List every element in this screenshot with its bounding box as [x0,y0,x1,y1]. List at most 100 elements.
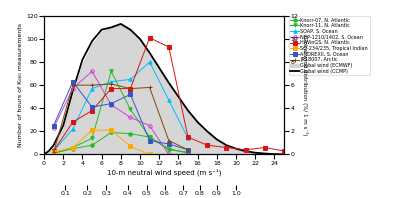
Line: HiWinGS, N. Atlantic: HiWinGS, N. Atlantic [52,36,286,153]
HiWinGS, N. Atlantic [147,37,152,39]
JR18007, Arctic [51,151,56,153]
Knorr-07, N. Atlantic [147,136,152,138]
NBP-1210/1402, S. Ocean [128,116,133,119]
JR18007, Arctic [186,149,190,151]
Knorr-11, N. Atlantic [147,136,152,138]
SO-234/235, Tropical Indian [128,145,133,148]
Legend: Knorr-07, N. Atlantic, Knorr-11, N. Atlantic, SOAP, S. Ocean, NBP-1210/1402, S. : Knorr-07, N. Atlantic, Knorr-11, N. Atla… [289,16,370,75]
ANDREXII, S. Ocean [186,149,190,151]
Knorr-07, N. Atlantic [70,148,75,150]
NBP-1210/1402, S. Ocean [90,70,94,72]
ANDREXII, S. Ocean [147,139,152,142]
Line: Global wind (CCMP): Global wind (CCMP) [44,24,284,154]
Knorr-11, N. Atlantic [90,137,94,139]
HiWinGS, N. Atlantic [166,46,171,48]
Line: Knorr-11, N. Atlantic: Knorr-11, N. Atlantic [52,69,190,155]
Global wind (CCMP) [138,38,142,40]
Knorr-11, N. Atlantic [109,70,114,72]
Global wind (CCMP) [243,150,248,152]
Knorr-07, N. Atlantic [128,132,133,135]
Global wind (CCMP) [272,153,277,155]
X-axis label: 10-m neutral wind speed (m s⁻¹): 10-m neutral wind speed (m s⁻¹) [107,168,221,176]
HiWinGS, N. Atlantic [128,87,133,90]
Line: SO-234/235, Tropical Indian: SO-234/235, Tropical Indian [52,129,151,156]
NBP-1210/1402, S. Ocean [147,124,152,127]
SOAP, S. Ocean [70,128,75,130]
Global wind (CCMP) [176,95,181,98]
SO-234/235, Tropical Indian [109,129,114,131]
ANDREXII, S. Ocean [128,93,133,96]
Line: ANDREXII, S. Ocean: ANDREXII, S. Ocean [52,80,190,151]
Global wind (CCMP) [80,59,85,61]
SOAP, S. Ocean [128,78,133,81]
HiWinGS, N. Atlantic [243,149,248,151]
Global wind (CCMP) [214,138,219,141]
ANDREXII, S. Ocean [166,143,171,145]
Global wind (CCMP) [282,153,286,155]
HiWinGS, N. Atlantic [70,121,75,123]
HiWinGS, N. Atlantic [186,136,190,138]
Global wind (CCMP) [253,151,258,154]
Knorr-07, N. Atlantic [186,152,190,154]
ANDREXII, S. Ocean [70,80,75,83]
Global wind (CCMP) [46,150,51,152]
Line: SOAP, S. Ocean: SOAP, S. Ocean [52,60,190,153]
Knorr-11, N. Atlantic [186,151,190,153]
Global wind (CCMP) [147,52,152,54]
ANDREXII, S. Ocean [51,124,56,127]
NBP-1210/1402, S. Ocean [166,153,171,156]
SOAP, S. Ocean [109,80,114,83]
SO-234/235, Tropical Indian [70,146,75,149]
JR18007, Arctic [166,139,171,142]
Global wind (CCMP) [234,148,238,150]
JR18007, Arctic [128,87,133,90]
Global wind (CCMP) [262,152,267,155]
Global wind (CCMP) [128,29,133,31]
HiWinGS, N. Atlantic [205,144,210,146]
ANDREXII, S. Ocean [109,102,114,105]
Knorr-11, N. Atlantic [128,108,133,110]
Line: JR18007, Arctic: JR18007, Arctic [52,82,190,154]
NBP-1210/1402, S. Ocean [51,127,56,129]
Knorr-07, N. Atlantic [109,131,114,134]
Y-axis label: Number of hours of K₆₆₀ measurements: Number of hours of K₆₆₀ measurements [18,23,23,147]
SOAP, S. Ocean [90,87,94,90]
Line: Knorr-07, N. Atlantic: Knorr-07, N. Atlantic [52,131,190,155]
Global wind (CCMP) [224,144,229,146]
JR18007, Arctic [90,84,94,86]
Global wind (CCMP) [157,67,162,69]
HiWinGS, N. Atlantic [109,87,114,90]
Knorr-07, N. Atlantic [90,144,94,146]
Global wind (CCMP) [42,153,46,156]
SO-234/235, Tropical Indian [90,129,94,131]
Global wind (CCMP) [70,90,75,92]
Knorr-11, N. Atlantic [166,149,171,151]
Line: NBP-1210/1402, S. Ocean: NBP-1210/1402, S. Ocean [52,69,190,156]
HiWinGS, N. Atlantic [224,146,229,149]
JR18007, Arctic [147,86,152,89]
NBP-1210/1402, S. Ocean [70,87,75,90]
Global wind (CCMP) [166,82,171,84]
Global wind (CCMP) [195,121,200,123]
NBP-1210/1402, S. Ocean [109,104,114,106]
SOAP, S. Ocean [51,150,56,152]
Knorr-11, N. Atlantic [51,152,56,154]
HiWinGS, N. Atlantic [262,146,267,149]
ANDREXII, S. Ocean [90,106,94,108]
NBP-1210/1402, S. Ocean [186,153,190,156]
Global wind (CCMP) [90,40,94,42]
Global wind (CCMP) [186,109,190,112]
HiWinGS, N. Atlantic [51,150,56,152]
Global wind (CCMP) [109,26,114,29]
SOAP, S. Ocean [166,99,171,101]
Knorr-11, N. Atlantic [70,146,75,149]
SOAP, S. Ocean [186,137,190,139]
Global wind (CCMP) [61,124,66,127]
HiWinGS, N. Atlantic [282,150,286,152]
Knorr-07, N. Atlantic [51,152,56,154]
HiWinGS, N. Atlantic [90,109,94,112]
SOAP, S. Ocean [147,61,152,63]
Global wind (CCMP) [99,29,104,31]
Knorr-07, N. Atlantic [166,148,171,150]
Global wind (CCMP) [118,23,123,25]
